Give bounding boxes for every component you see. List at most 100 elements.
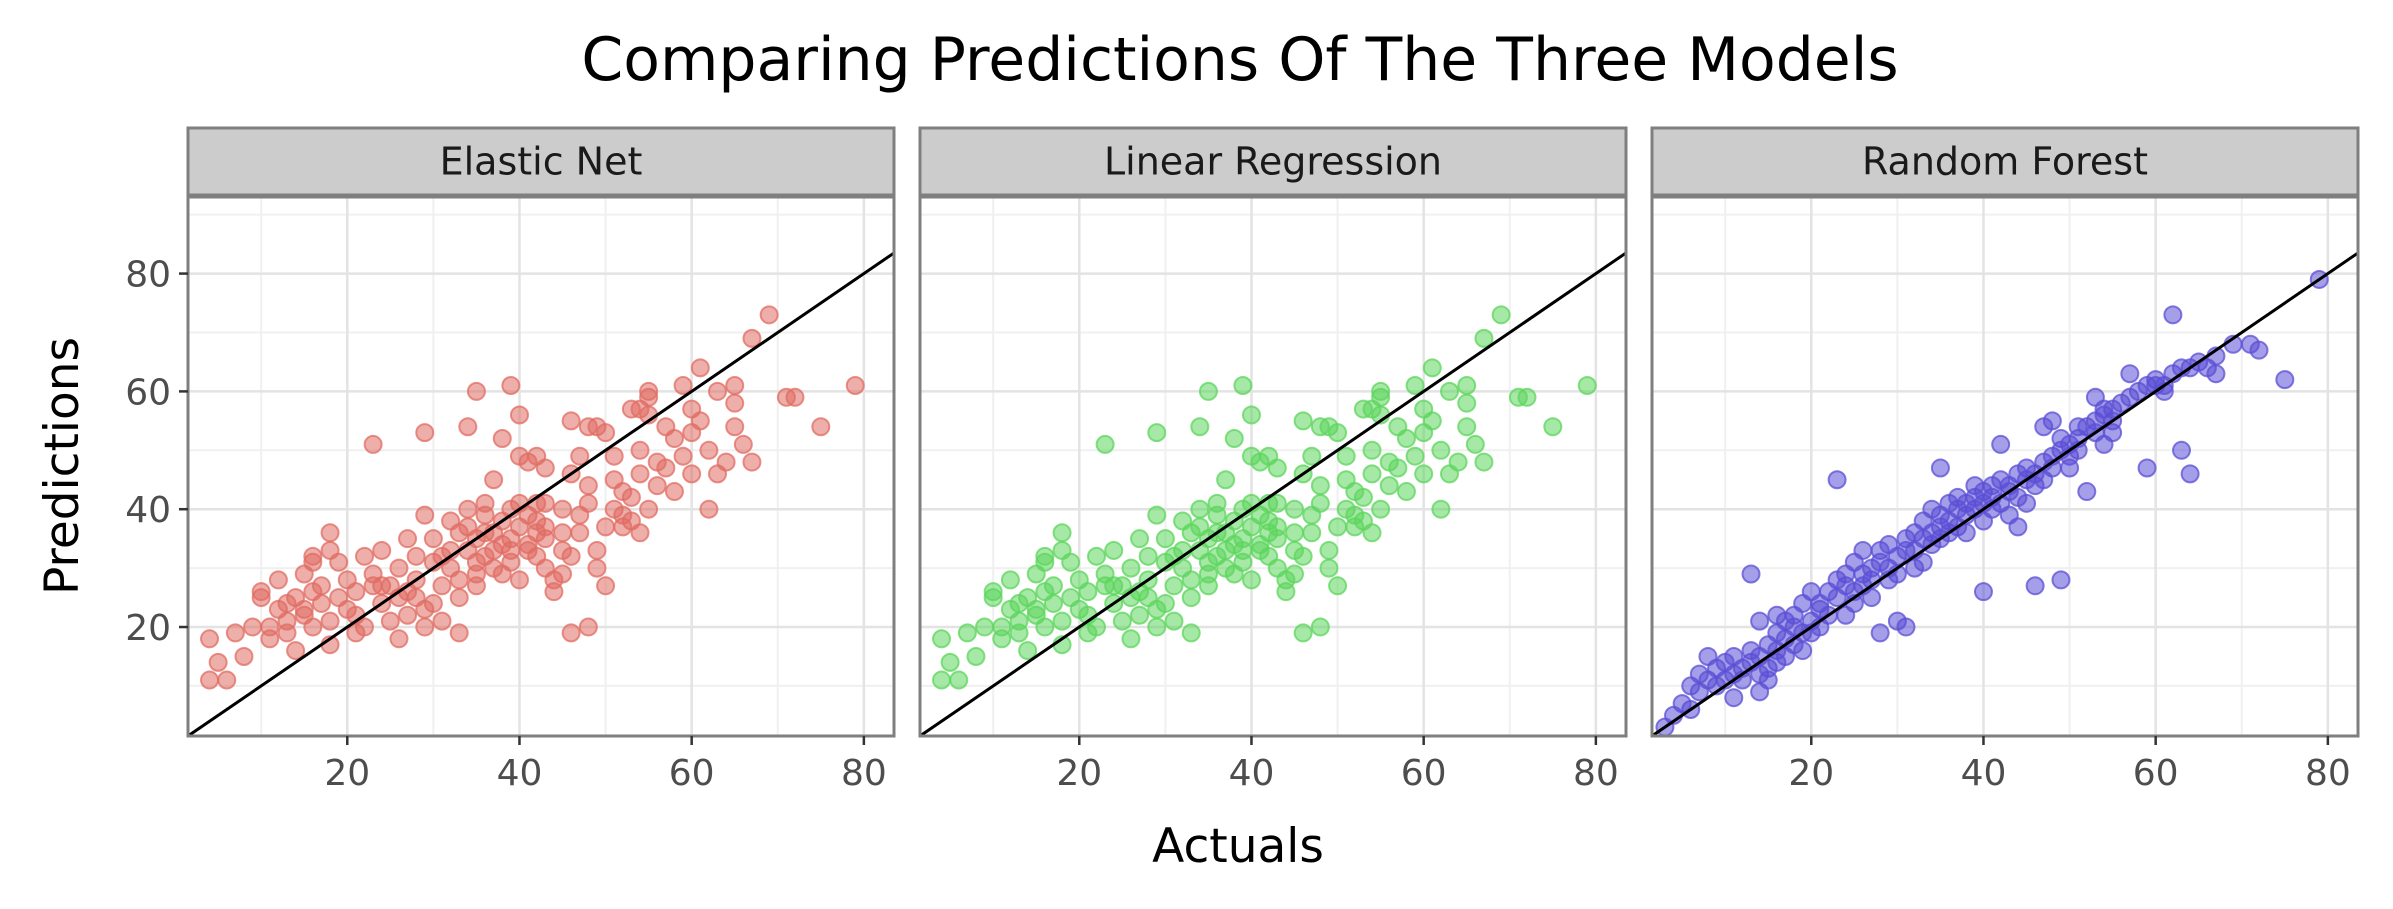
data-point (406, 546, 426, 566)
data-point (1035, 546, 1055, 566)
data-point (1741, 564, 1761, 584)
data-point (243, 617, 263, 637)
data-point (2249, 340, 2269, 360)
data-point (1155, 529, 1175, 549)
data-point (2206, 364, 2226, 384)
data-point (2180, 464, 2200, 484)
data-point (1147, 505, 1167, 525)
data-point (1465, 434, 1485, 454)
data-point (1285, 564, 1305, 584)
data-point (630, 464, 650, 484)
data-point (535, 493, 555, 513)
data-point (699, 440, 719, 460)
data-point (699, 499, 719, 519)
data-point (570, 446, 590, 466)
data-point (286, 641, 306, 661)
data-point (664, 429, 684, 449)
data-point (1310, 617, 1330, 637)
data-point (346, 582, 366, 602)
scatter-points (200, 305, 865, 690)
data-point (535, 517, 555, 537)
data-point (949, 670, 969, 690)
data-point (630, 440, 650, 460)
data-point (2103, 423, 2123, 443)
x-tick-label: 40 (1229, 753, 1275, 794)
data-point (1577, 376, 1597, 396)
data-point (1155, 593, 1175, 613)
data-point (1431, 499, 1451, 519)
data-point (1285, 499, 1305, 519)
data-point (509, 570, 529, 590)
data-point (759, 305, 779, 325)
y-tick-label: 20 (125, 608, 171, 649)
data-point (725, 376, 745, 396)
data-point (1371, 499, 1391, 519)
data-point (1207, 493, 1227, 513)
data-point (1362, 464, 1382, 484)
data-point (647, 476, 667, 496)
data-point (2060, 458, 2080, 478)
data-point (320, 611, 340, 631)
data-point (1293, 411, 1313, 431)
data-point (1293, 623, 1313, 643)
data-point (1130, 529, 1150, 549)
data-point (596, 517, 616, 537)
data-point (1328, 576, 1348, 596)
data-point (1422, 358, 1442, 378)
data-point (1052, 611, 1072, 631)
data-point (355, 546, 374, 566)
data-point (432, 611, 452, 631)
data-point (1336, 446, 1356, 466)
data-point (553, 523, 573, 543)
data-point (1224, 429, 1244, 449)
data-point (561, 546, 581, 566)
data-point (458, 499, 478, 519)
data-point (449, 570, 469, 590)
data-point (708, 381, 727, 401)
data-point (1543, 417, 1563, 437)
data-point (1198, 381, 1218, 401)
x-tick-label: 80 (2305, 753, 2351, 794)
data-point (1474, 328, 1494, 348)
data-point (2042, 411, 2062, 431)
data-point (1750, 611, 1770, 631)
data-point (415, 505, 435, 525)
data-point (1758, 670, 1778, 690)
data-point (983, 582, 1003, 602)
data-point (1216, 470, 1236, 490)
panel-border (1650, 195, 2360, 738)
data-point (1181, 623, 1201, 643)
y-tick-label: 40 (125, 490, 171, 531)
data-point (389, 629, 409, 649)
data-point (1310, 493, 1330, 513)
data-point (1095, 434, 1115, 454)
data-point (303, 546, 323, 566)
data-point (553, 564, 573, 584)
data-point (208, 652, 228, 672)
x-tick-label: 80 (841, 753, 887, 794)
data-point (811, 417, 831, 437)
data-point (725, 417, 745, 437)
data-point (225, 623, 245, 643)
data-point (303, 617, 323, 637)
data-point (415, 423, 435, 443)
data-point (1457, 417, 1477, 437)
data-point (1267, 493, 1287, 513)
x-tick-label: 40 (497, 753, 543, 794)
data-point (1353, 487, 1373, 507)
data-point (1396, 429, 1416, 449)
facet-strip-label: Linear Regression (1104, 140, 1442, 184)
data-point (1190, 499, 1210, 519)
data-point (1405, 446, 1425, 466)
data-point (604, 446, 624, 466)
data-point (1448, 452, 1468, 472)
data-point (1371, 387, 1391, 407)
data-point (1328, 423, 1348, 443)
facet-strip (1650, 126, 2360, 197)
data-point (682, 464, 702, 484)
data-point (975, 617, 995, 637)
data-point (475, 493, 495, 513)
chart-title: Comparing Predictions Of The Three Model… (581, 25, 1898, 95)
data-point (2051, 570, 2071, 590)
